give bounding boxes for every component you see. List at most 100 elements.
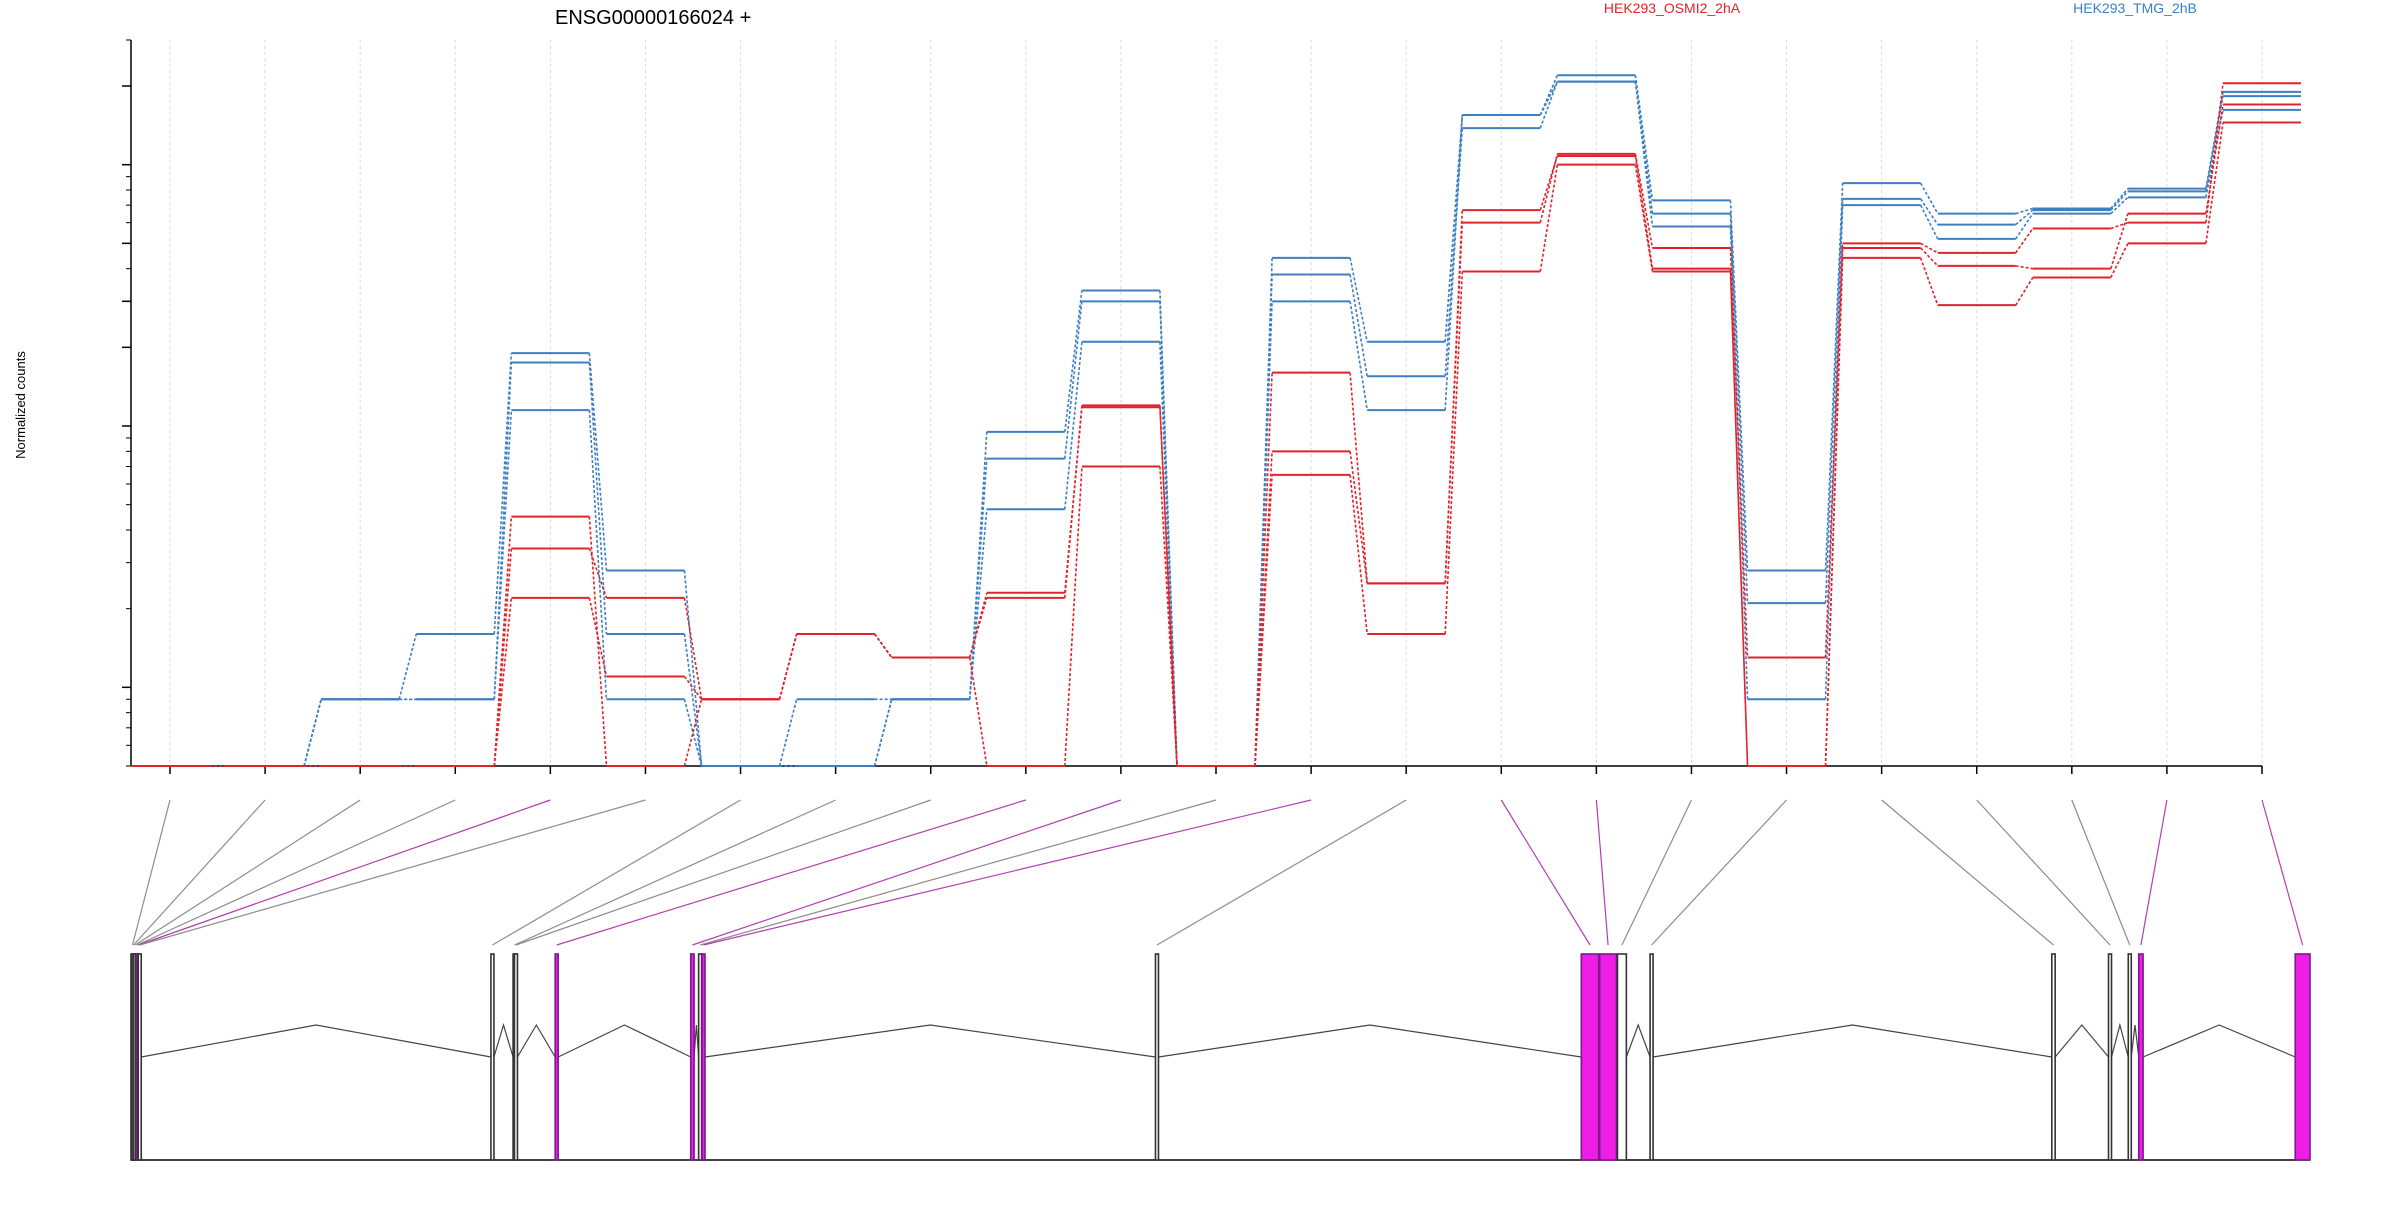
exon-box [1598,953,1618,1161]
exon-connector [492,799,741,946]
exon-connector [2261,799,2304,946]
exon-connector [1651,799,1787,946]
exon-connector [1621,799,1692,946]
chart-title: ENSG00000166024 + [555,7,751,29]
exon-connector [134,799,361,946]
series-connector [1634,75,1654,201]
intron-line [1652,1024,2052,1058]
exon-box [2127,953,2133,1161]
series-connector [1539,81,1559,129]
exon-connector [138,799,551,946]
exon-box [490,953,495,1161]
series-connector [1919,204,1939,240]
exon-box [2137,953,2144,1161]
series-connector [1064,341,1083,510]
series-connector [1539,81,1559,116]
exon-connector [514,799,836,946]
series-connector [1824,257,1844,767]
exon-connectors [131,799,2304,946]
series-connector [1349,474,1368,635]
gene-model [130,953,2311,1161]
series-connector [1064,405,1083,598]
series-connector [588,516,608,767]
series-connector [1634,164,1654,272]
series-connector [588,362,608,635]
series-connector [1254,372,1273,767]
series-connector [1444,114,1464,342]
exon-connector [136,799,456,946]
legend-label-osmi2: HEK293_OSMI2_2hA [1604,0,1741,16]
series-connector [493,410,513,700]
series-connector [1634,155,1654,269]
series-connector [1634,81,1654,227]
series-connector [2015,265,2033,270]
series-connector [873,633,893,659]
exon-box [1649,953,1654,1161]
exon-connector [692,799,1122,946]
intron-line [2130,1024,2140,1058]
series-connector [1920,247,1939,267]
series-connector [1254,301,1273,767]
series-connector [2110,188,2129,209]
series-connector [1349,257,1368,342]
series-connector [1729,247,1749,658]
exon-box [1154,953,1160,1161]
exon-connector [1156,799,1407,946]
exon-connector [131,799,171,946]
series-connector [683,699,703,767]
series-connector [2015,209,2034,226]
series-connector [1444,210,1464,584]
series-connector [968,509,988,700]
series-connector [2110,242,2129,278]
series-connector [1064,301,1083,459]
series-connector [493,516,513,767]
series-connector [1349,274,1368,377]
series-connector [1824,243,1844,658]
exon-box [701,953,706,1161]
series-0 [131,82,2301,767]
series-connector [683,633,703,767]
intron-line [1625,1023,1651,1058]
exon-box [2294,953,2311,1161]
exon-connector [556,799,1026,946]
series-connector [1444,114,1464,411]
series-connector [968,597,988,658]
series-connector [1634,153,1654,249]
series-connector [1444,271,1464,635]
exon-connector [2140,799,2168,946]
series-connector [1539,155,1559,211]
series-connector [2015,228,2034,254]
intron-line [141,1024,492,1058]
series-connector [493,597,513,767]
intron-line [516,1023,556,1058]
exon-box [554,953,559,1161]
exon-connector [1976,799,2111,946]
grid-lines [169,40,2263,766]
series-connector [1254,474,1273,767]
series-connector [398,633,418,700]
intron-line [2110,1022,2129,1058]
series-connector [588,410,608,700]
series-connector [2110,190,2129,211]
exon-connector [2071,799,2131,946]
series-connector [2110,213,2129,269]
series-connector [1729,271,1749,767]
series-connector [1919,182,1939,214]
series-connector [2015,207,2034,215]
series-connector [1539,164,1559,272]
exon-box [697,953,703,1161]
exon-box [2107,953,2113,1161]
series-2 [131,121,2301,767]
series-connector [873,633,893,659]
exon-box [689,953,695,1161]
series-connector [1349,451,1368,584]
series-connector [2205,83,2224,223]
series-connector [873,633,893,659]
series-connector [683,597,703,700]
axes [122,39,2263,774]
series-connector [1539,153,1559,223]
series-connector [1349,301,1368,411]
series-connector [1349,372,1368,584]
